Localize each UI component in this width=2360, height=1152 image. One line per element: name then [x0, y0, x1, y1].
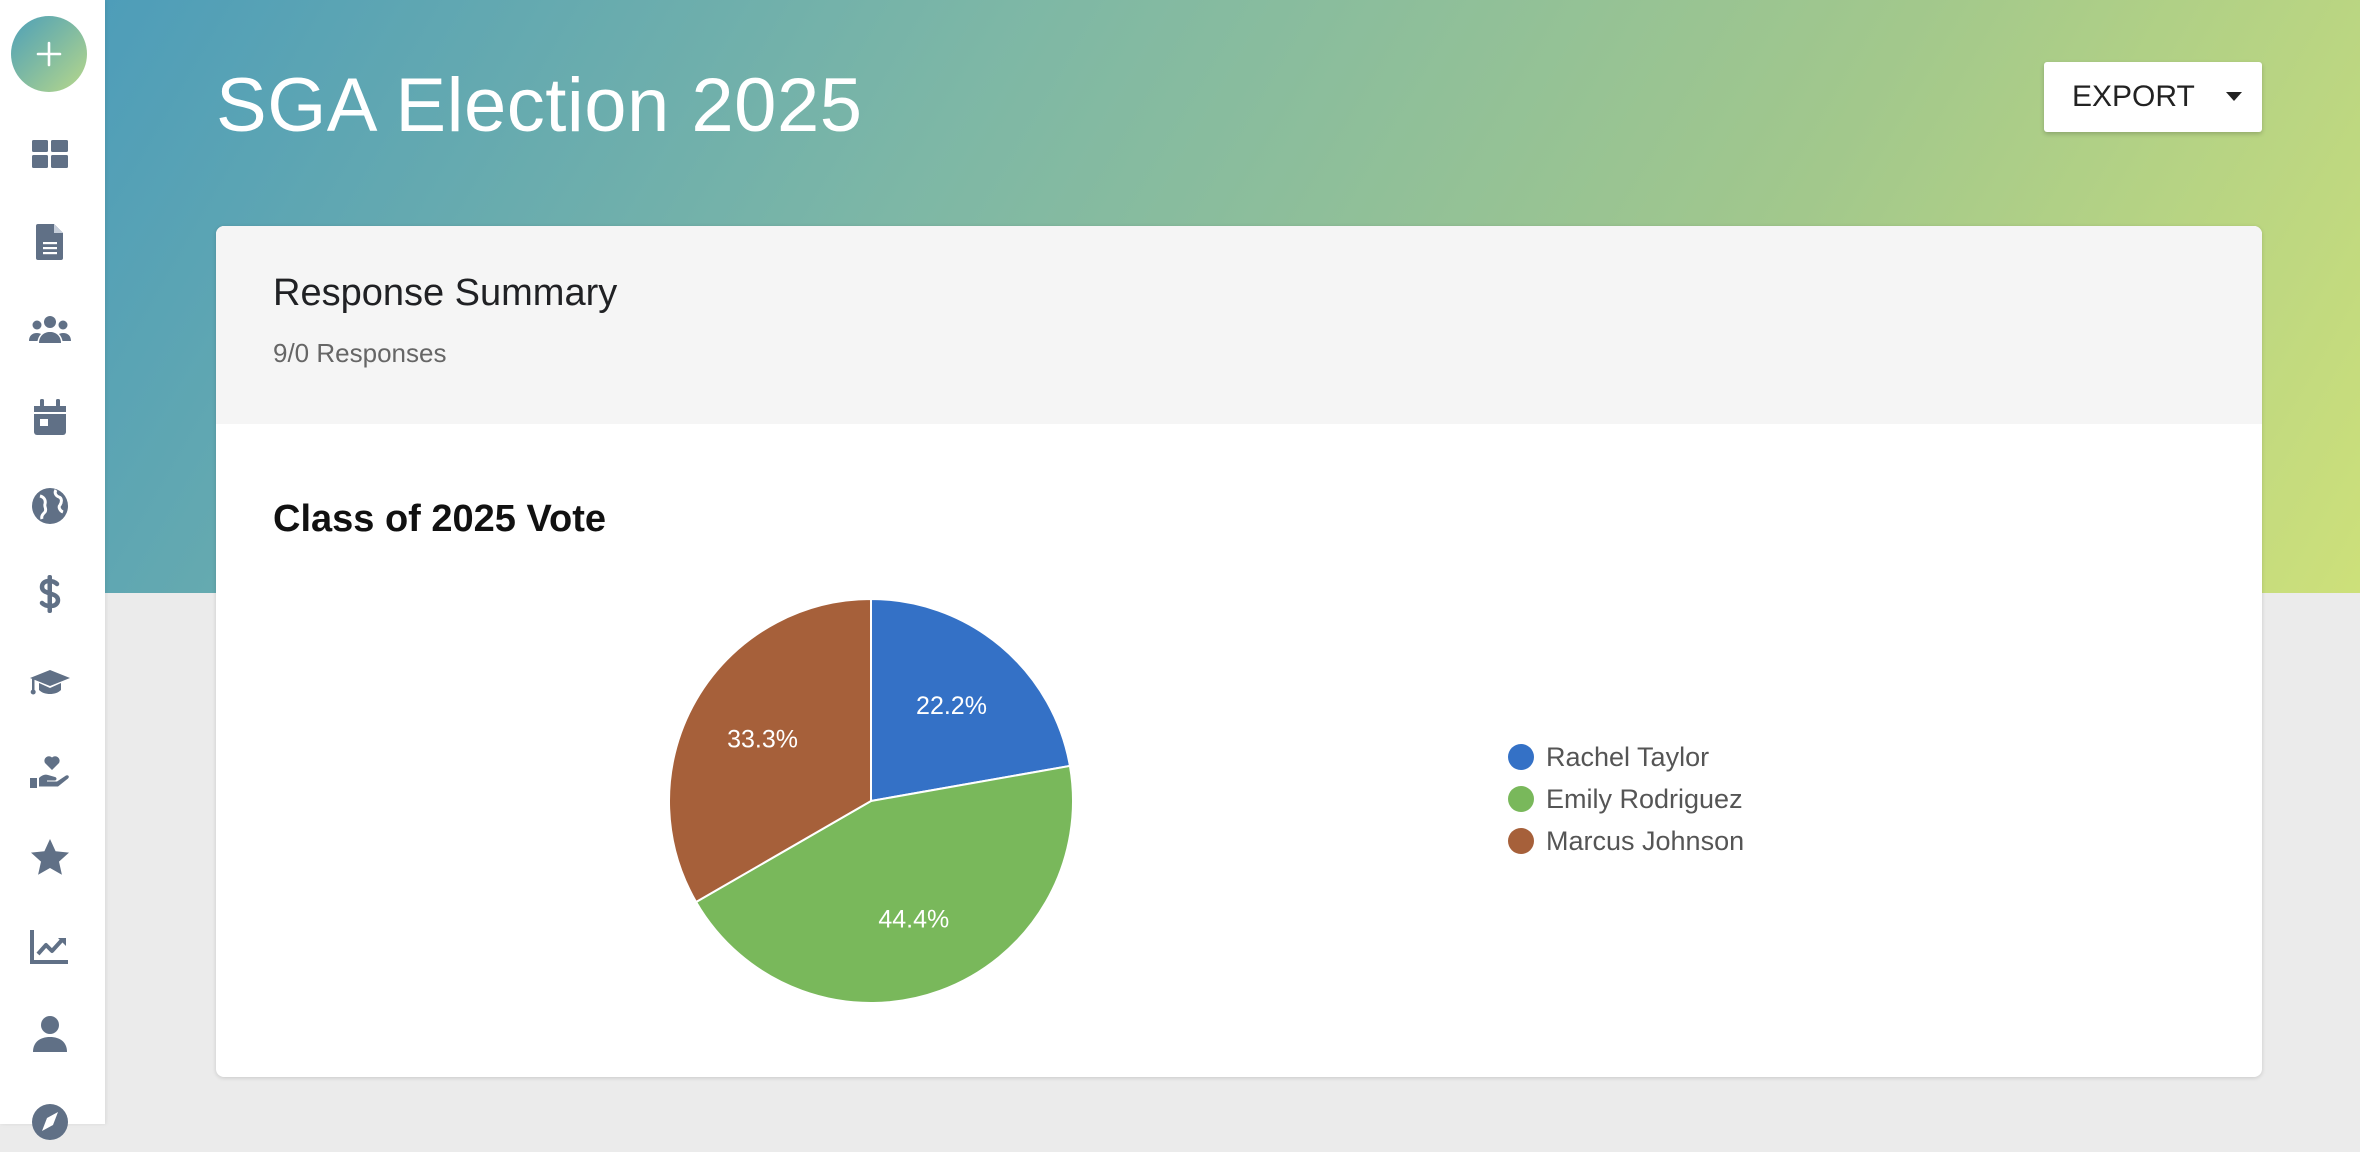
- users-icon: [29, 316, 71, 343]
- plus-icon: [36, 41, 62, 67]
- legend-label: Rachel Taylor: [1546, 741, 1710, 772]
- caret-down-icon: [2226, 92, 2242, 101]
- legend-swatch: [1508, 744, 1534, 770]
- nav-documents[interactable]: [0, 212, 100, 272]
- legend-label: Emily Rodriguez: [1546, 783, 1743, 814]
- legend-item-rachel-taylor[interactable]: Rachel Taylor: [1508, 736, 1744, 778]
- document-icon: [36, 224, 63, 260]
- response-count: 9/0 Responses: [273, 338, 447, 368]
- star-icon: [31, 839, 69, 875]
- nav-favorites[interactable]: [0, 828, 100, 888]
- create-button[interactable]: [11, 16, 87, 92]
- nav-global[interactable]: [0, 476, 100, 536]
- pie-slice-emily-rodriguez[interactable]: [694, 764, 1074, 1004]
- pie-chart: 22.2% 44.4% 33.3%: [668, 597, 1074, 1004]
- dashboard-icon: [32, 140, 68, 168]
- nav-profile[interactable]: [0, 1004, 100, 1064]
- chart-title: Class of 2025 Vote: [273, 498, 607, 540]
- calendar-icon: [34, 399, 66, 435]
- export-button[interactable]: EXPORT: [2044, 62, 2262, 132]
- globe-icon: [32, 488, 68, 524]
- page-title: SGA Election 2025: [216, 63, 863, 148]
- nav-dashboard[interactable]: [0, 124, 100, 184]
- dollar-icon: [39, 575, 61, 613]
- response-summary-card: Response Summary 9/0 Responses Class of …: [216, 226, 2262, 1077]
- nav-finance[interactable]: [0, 564, 100, 624]
- hand-heart-icon: [30, 756, 69, 788]
- legend-item-marcus-johnson[interactable]: Marcus Johnson: [1508, 820, 1744, 862]
- export-label: EXPORT: [2072, 80, 2195, 113]
- legend-item-emily-rodriguez[interactable]: Emily Rodriguez: [1508, 778, 1744, 820]
- graduation-cap-icon: [30, 670, 70, 695]
- nav-explore[interactable]: [0, 1092, 100, 1152]
- compass-icon: [32, 1104, 68, 1140]
- legend-swatch: [1508, 786, 1534, 812]
- user-icon: [33, 1016, 67, 1052]
- summary-title: Response Summary: [273, 272, 618, 314]
- card-header: Response Summary 9/0 Responses: [216, 226, 2262, 424]
- sidebar: [0, 0, 105, 1140]
- legend-swatch: [1508, 828, 1534, 854]
- nav-volunteer[interactable]: [0, 740, 100, 800]
- pie-slice-rachel-taylor[interactable]: [870, 597, 1072, 803]
- legend-label: Marcus Johnson: [1546, 825, 1745, 856]
- nav-analytics[interactable]: [0, 916, 100, 976]
- nav-calendar[interactable]: [0, 388, 100, 448]
- nav-groups[interactable]: [0, 300, 100, 360]
- pie-label-emily-rodriguez: 44.4%: [878, 906, 949, 934]
- pie-slice-marcus-johnson[interactable]: [668, 597, 872, 904]
- nav-academics[interactable]: [0, 652, 100, 712]
- chart-legend: Rachel Taylor Emily Rodriguez Marcus Johns…: [1508, 736, 1744, 862]
- chart-line-icon: [30, 930, 68, 964]
- pie-label-rachel-taylor: 22.2%: [916, 692, 987, 720]
- pie-label-marcus-johnson: 33.3%: [727, 725, 798, 753]
